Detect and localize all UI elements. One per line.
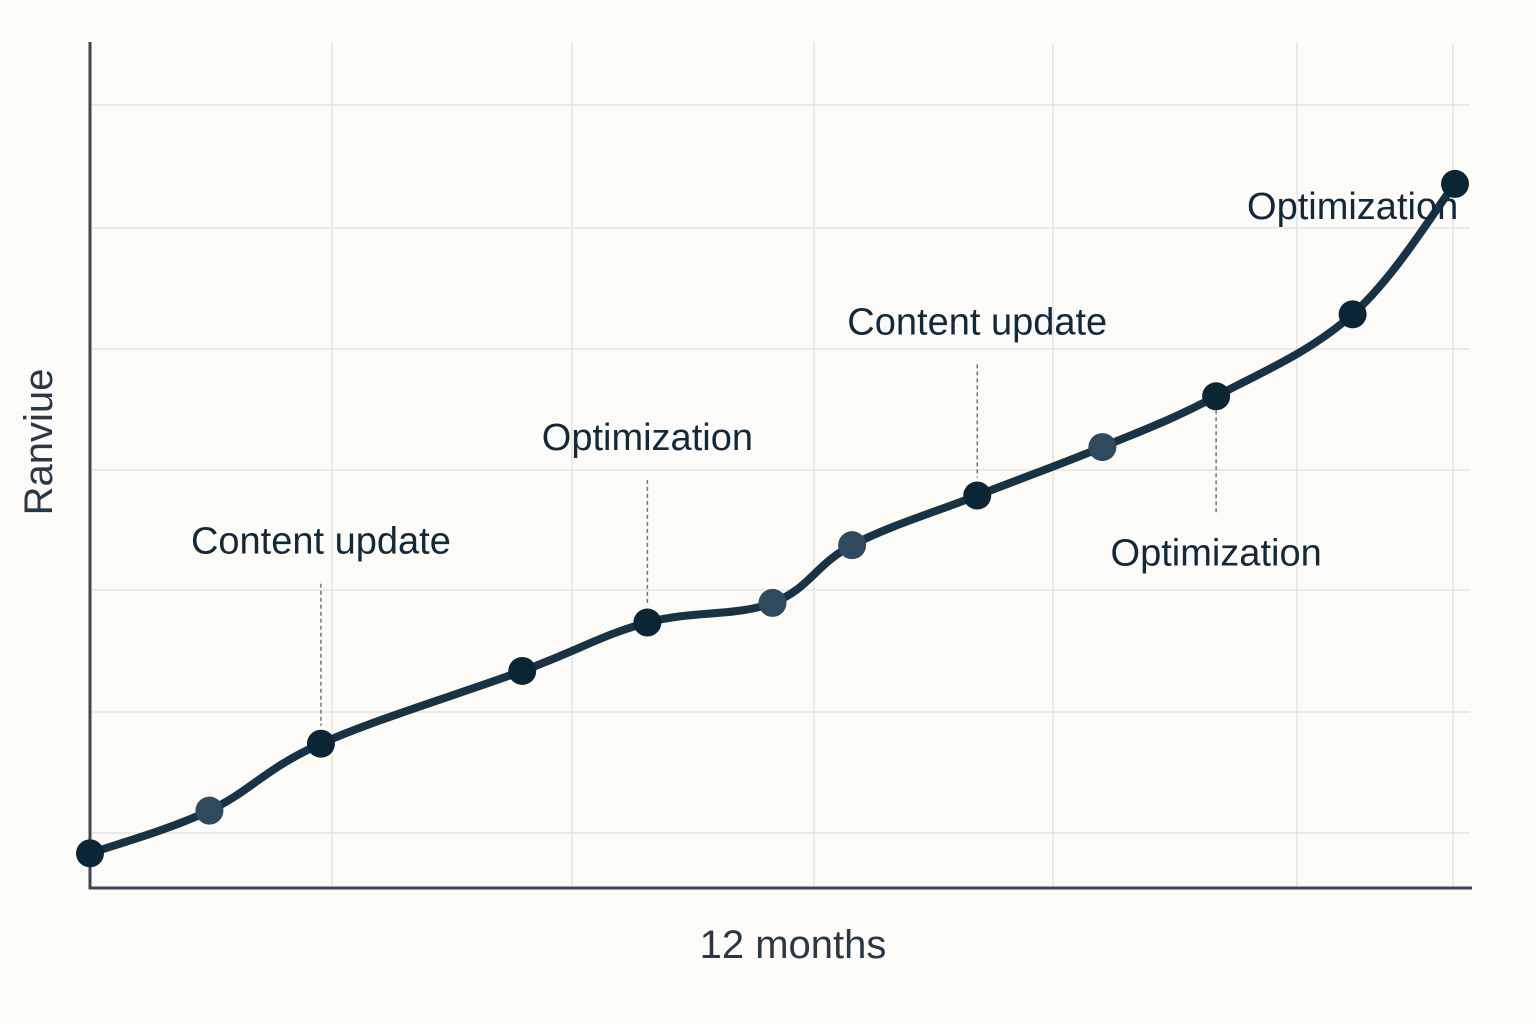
data-point — [1088, 433, 1117, 462]
data-point — [963, 481, 992, 510]
data-point — [306, 729, 335, 758]
annotation-label: Optimization — [1247, 186, 1458, 228]
y-axis-label: Ranviue — [17, 369, 61, 516]
annotation-label: Content update — [191, 521, 451, 563]
data-point — [195, 796, 224, 825]
data-point — [758, 588, 787, 617]
annotation-label: Optimization — [1111, 532, 1322, 574]
axes — [88, 42, 1472, 890]
data-point — [838, 531, 867, 560]
annotation-leaders — [320, 364, 1217, 726]
series-line — [86, 179, 1459, 858]
data-points — [76, 169, 1469, 868]
annotation-label: Content update — [847, 301, 1107, 343]
data-point — [76, 839, 104, 868]
annotations: Content update Optimization Content update… — [191, 186, 1458, 574]
grid — [90, 42, 1470, 888]
data-point — [1202, 382, 1231, 411]
data-point — [1441, 169, 1469, 198]
x-axis-label: 12 months — [700, 923, 887, 967]
annotation-label: Optimization — [542, 417, 753, 459]
data-point — [633, 608, 662, 637]
data-point — [508, 656, 537, 685]
data-point — [1338, 300, 1367, 329]
